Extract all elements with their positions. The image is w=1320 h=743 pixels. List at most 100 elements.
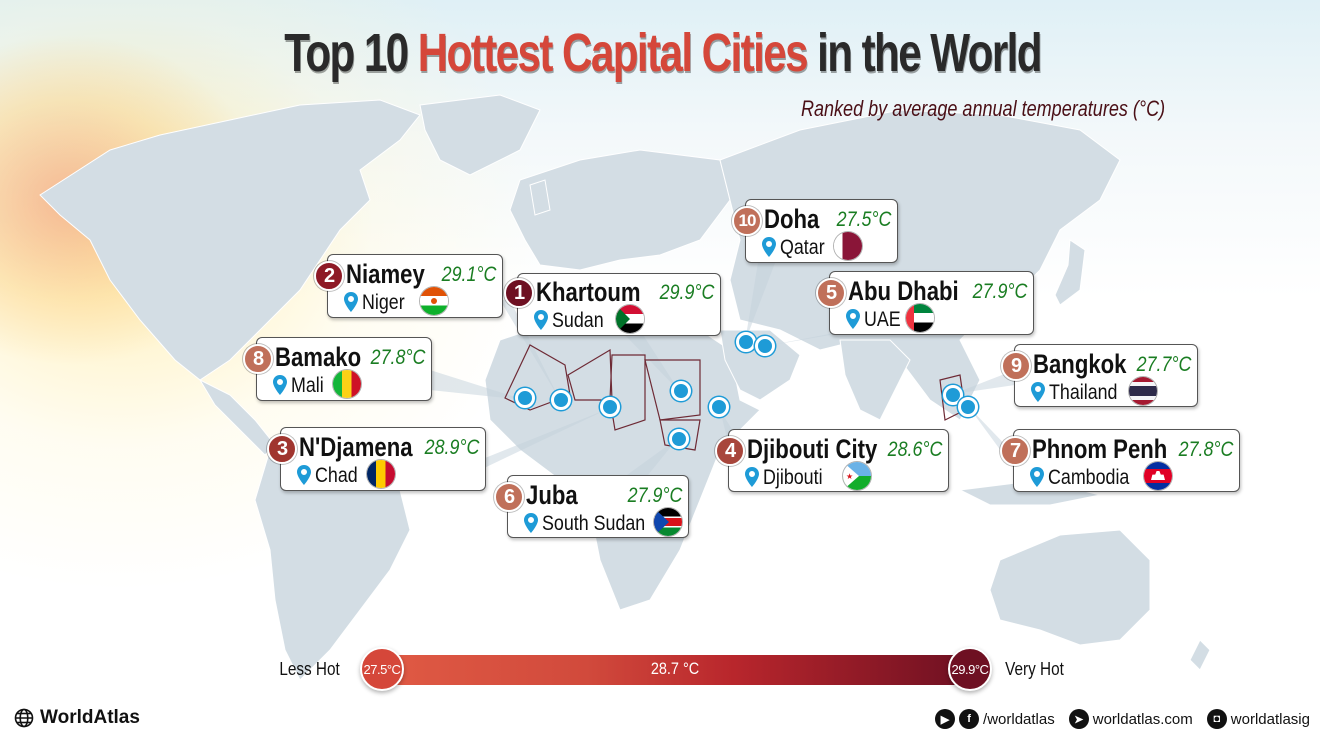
city-name: Abu Dhabi — [848, 276, 959, 306]
scale-max-value: 29.9°C — [948, 647, 992, 691]
rank-badge: 10 — [732, 206, 762, 236]
city-card-doha[interactable]: 10 Doha 27.5°C Qatar — [732, 199, 898, 263]
cambodia-flag-icon — [1144, 462, 1172, 490]
city-temperature: 28.6°C — [887, 438, 942, 461]
brand-name: WorldAtlas — [40, 707, 140, 728]
city-temperature: 27.7°C — [1136, 353, 1191, 376]
rank-badge: 1 — [504, 278, 534, 308]
map-pin-icon — [745, 467, 759, 487]
rank-badge: 2 — [314, 261, 344, 291]
map-pin-juba[interactable] — [669, 429, 689, 449]
greenland — [419, 94, 541, 176]
map-pin-niamey[interactable] — [551, 390, 571, 410]
city-card-khartoum[interactable]: 1 Khartoum 29.9°C Sudan — [504, 273, 721, 336]
map-pin-icon — [524, 513, 538, 533]
map-pin-doha[interactable] — [736, 332, 756, 352]
instagram-icon[interactable]: ◘ — [1206, 709, 1227, 729]
play-icon[interactable]: ▶ — [935, 709, 956, 729]
map-pin-icon — [1030, 467, 1044, 487]
city-card-phnom-penh[interactable]: 7 Phnom Penh 27.8°C Cambodia — [1000, 429, 1240, 492]
country-name: Niger — [362, 291, 405, 314]
city-temperature: 27.5°C — [836, 208, 891, 231]
map-pin-bangkok[interactable] — [943, 385, 963, 405]
map-pin-abu-dhabi[interactable] — [755, 336, 775, 356]
map-pin-icon — [534, 310, 548, 330]
city-name: Bangkok — [1033, 349, 1127, 379]
country-name: Chad — [315, 464, 358, 487]
north-america — [39, 99, 421, 381]
united-kingdom — [529, 179, 551, 216]
facebook-icon[interactable]: f — [959, 709, 980, 729]
page-title: Top 10 Hottest Capital Cities in the Wor… — [284, 23, 1042, 83]
city-temperature: 28.9°C — [424, 436, 479, 459]
country-name: Djibouti — [763, 466, 823, 489]
city-name: Doha — [764, 204, 820, 234]
map-pin-icon — [344, 292, 358, 312]
mali-flag-icon — [333, 370, 361, 398]
niger-flag-icon — [420, 287, 448, 315]
city-temperature: 27.9°C — [627, 484, 682, 507]
city-card-abu-dhabi[interactable]: 5 Abu Dhabi 27.9°C UAE — [816, 271, 1034, 335]
city-temperature: 29.9°C — [659, 281, 714, 304]
page-subtitle: Ranked by average annual temperatures (°… — [800, 96, 1165, 121]
sudan-flag-icon — [616, 305, 644, 333]
city-card-juba[interactable]: 6 Juba 27.9°C South Sudan — [494, 475, 689, 538]
rank-badge: 9 — [1001, 351, 1031, 381]
scale-min-value: 27.5°C — [360, 647, 404, 691]
globe-icon — [14, 708, 34, 728]
city-card-niamey[interactable]: 2 Niamey 29.1°C Niger — [314, 254, 503, 318]
city-temperature: 27.8°C — [1178, 438, 1233, 461]
africa — [484, 319, 761, 611]
city-card-bangkok[interactable]: 9 Bangkok 27.7°C Thailand — [1001, 344, 1198, 407]
scale-left-label: Less Hot — [279, 659, 340, 679]
city-temperature: 27.8°C — [370, 346, 425, 369]
djibouti-flag-icon: ★ — [843, 462, 871, 490]
instagram-link[interactable]: worldatlasig — [1230, 710, 1310, 728]
country-name: Sudan — [552, 309, 604, 332]
country-name: Thailand — [1049, 381, 1118, 404]
map-pin-icon — [297, 465, 311, 485]
map-pin-phnom-penh[interactable] — [958, 397, 978, 417]
rank-badge: 6 — [494, 482, 524, 512]
map-pin-bamako[interactable] — [515, 388, 535, 408]
country-name: Qatar — [780, 236, 825, 259]
city-card-bamako[interactable]: 8 Bamako 27.8°C Mali — [243, 337, 432, 401]
website-link[interactable]: worldatlas.com — [1092, 710, 1193, 728]
map-pin-icon — [846, 309, 860, 329]
asia — [719, 109, 1121, 421]
rank-badge: 8 — [243, 344, 273, 374]
city-name: Phnom Penh — [1032, 434, 1168, 464]
rank-badge: 7 — [1000, 436, 1030, 466]
scale-right-label: Very Hot — [1005, 659, 1064, 679]
country-name: UAE — [864, 308, 901, 331]
city-name: Juba — [526, 480, 578, 510]
europe — [509, 149, 731, 271]
city-name: Bamako — [275, 342, 362, 372]
city-card-djibouti-city[interactable]: 4 Djibouti City 28.6°C Djibouti ★ — [715, 429, 949, 492]
australia — [989, 529, 1151, 646]
cursor-icon[interactable]: ➤ — [1068, 709, 1089, 729]
city-card-ndjamena[interactable]: 3 N'Djamena 28.9°C Chad — [267, 427, 486, 491]
temperature-scale: Less Hot 28.7 °C 27.5°C 29.9°C Very Hot — [270, 645, 1080, 695]
city-name: Djibouti City — [747, 434, 878, 464]
thailand-flag-icon — [1129, 377, 1157, 405]
social-handle-link[interactable]: /worldatlas — [983, 710, 1055, 728]
country-name: Cambodia — [1048, 466, 1130, 489]
map-pin-icon — [762, 237, 776, 257]
map-pin-djibouti[interactable] — [709, 397, 729, 417]
south-sudan-flag-icon — [654, 508, 682, 536]
map-pin-ndjamena[interactable] — [600, 397, 620, 417]
map-pin-icon — [1031, 382, 1045, 402]
city-name: Khartoum — [536, 277, 641, 307]
japan — [1054, 239, 1086, 306]
city-name: Niamey — [346, 259, 425, 289]
map-pin-khartoum[interactable] — [671, 381, 691, 401]
qatar-flag-icon — [834, 232, 862, 260]
country-name: Mali — [291, 374, 324, 397]
india — [839, 339, 911, 421]
city-name: N'Djamena — [299, 432, 413, 462]
rank-badge: 3 — [267, 434, 297, 464]
brand-logo[interactable]: WorldAtlas — [14, 707, 140, 729]
city-temperature: 27.9°C — [972, 280, 1027, 303]
scale-gradient-bar: 28.7 °C — [380, 655, 970, 685]
